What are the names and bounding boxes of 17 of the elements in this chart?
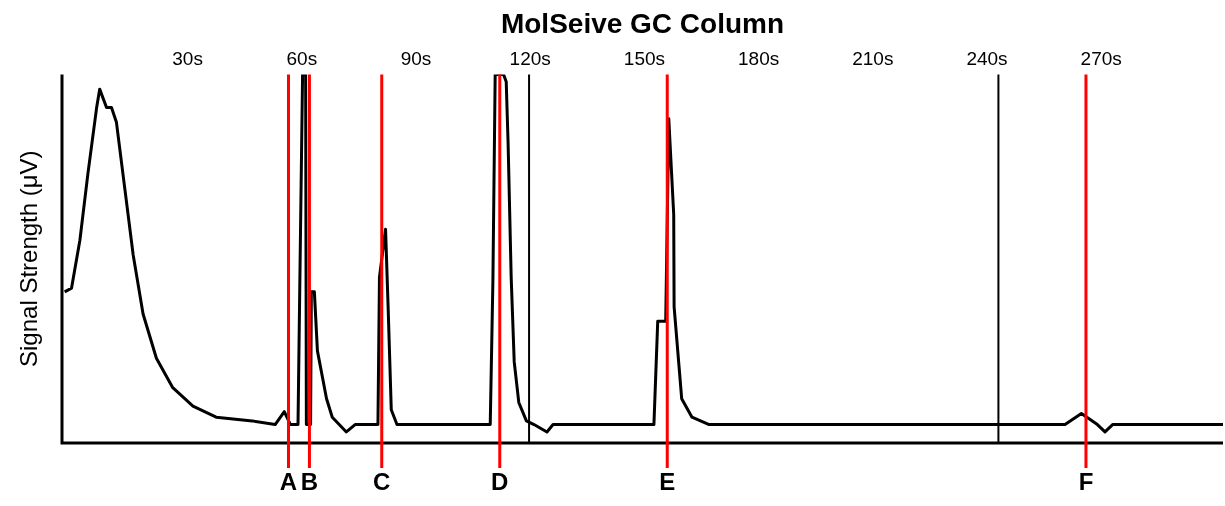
x-tick-label: 180s bbox=[738, 48, 780, 70]
ref-line-label: A bbox=[279, 467, 298, 495]
ref-line-label: E bbox=[659, 467, 676, 495]
x-tick-label: 150s bbox=[623, 48, 665, 70]
chart-title: MolSeive GC Column bbox=[500, 7, 785, 39]
x-tick-label: 270s bbox=[1080, 48, 1122, 70]
x-tick-label: 210s bbox=[852, 48, 894, 70]
ref-line-label: F bbox=[1078, 467, 1094, 495]
ref-line-label: D bbox=[491, 467, 509, 495]
x-tick-label: 120s bbox=[509, 48, 551, 70]
ref-line-label: C bbox=[373, 467, 391, 495]
x-tick-label: 240s bbox=[966, 48, 1008, 70]
x-tick-label: 30s bbox=[172, 48, 203, 70]
y-axis-title: Signal Strength (μV) bbox=[14, 150, 42, 367]
x-tick-label: 60s bbox=[286, 48, 318, 70]
x-tick-label: 90s bbox=[400, 48, 432, 70]
ref-line-label: B bbox=[300, 467, 319, 495]
